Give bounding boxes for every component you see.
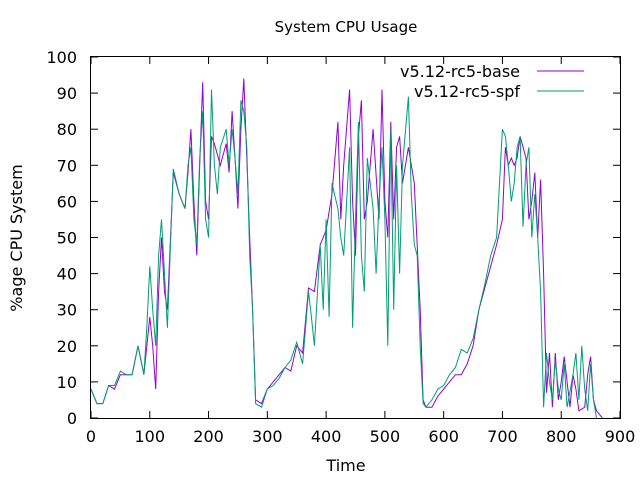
y-tick-label: 100 xyxy=(46,48,77,67)
x-tick-label: 800 xyxy=(546,427,577,446)
chart-title: System CPU Usage xyxy=(275,18,418,36)
y-tick-label: 0 xyxy=(67,409,77,428)
plot-frame xyxy=(90,56,621,419)
y-tick-label: 80 xyxy=(57,120,77,139)
x-tick-label: 900 xyxy=(605,427,636,446)
y-tick-label: 10 xyxy=(57,373,77,392)
y-tick-label: 20 xyxy=(57,337,77,356)
x-tick-label: 0 xyxy=(86,427,96,446)
y-axis-title: %age CPU System xyxy=(7,164,26,311)
x-axis-title: Time xyxy=(325,456,365,475)
x-tick-label: 700 xyxy=(487,427,518,446)
y-tick-label: 70 xyxy=(57,156,77,175)
x-tick-label: 500 xyxy=(370,427,401,446)
y-tick-label: 30 xyxy=(57,301,77,320)
x-axis-ticks: 0 100 200 300 400 500 600 700 800 900 xyxy=(86,57,635,446)
series-line-v5.12-rc5-base xyxy=(90,78,603,419)
x-tick-label: 600 xyxy=(428,427,459,446)
series-lines xyxy=(90,78,603,419)
y-tick-label: 50 xyxy=(57,229,77,248)
y-tick-label: 40 xyxy=(57,265,77,284)
series-line-v5.12-rc5-spf xyxy=(90,89,597,419)
x-tick-label: 300 xyxy=(252,427,283,446)
x-tick-label: 400 xyxy=(311,427,342,446)
x-tick-label: 200 xyxy=(193,427,224,446)
legend-label: v5.12-rc5-base xyxy=(400,62,520,81)
legend-label: v5.12-rc5-spf xyxy=(414,82,520,101)
y-axis-ticks: 0 10 20 30 40 50 60 70 80 90 100 xyxy=(46,48,620,428)
x-tick-label: 100 xyxy=(135,427,166,446)
y-tick-label: 60 xyxy=(57,192,77,211)
y-tick-label: 90 xyxy=(57,84,77,103)
